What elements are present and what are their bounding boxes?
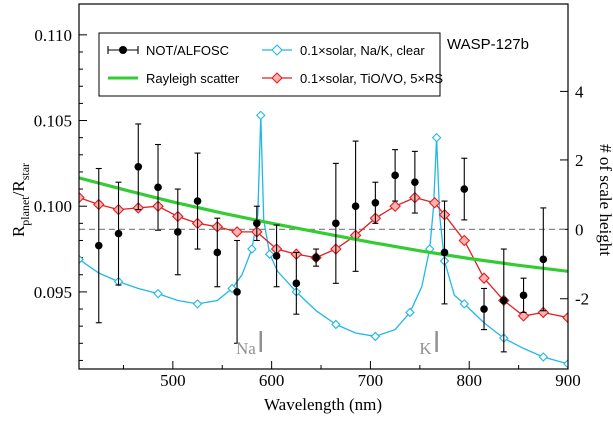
model-tio-point <box>458 234 471 247</box>
y-axis-title-sub1: planet <box>18 196 32 226</box>
data-point <box>460 185 469 193</box>
plot-area <box>79 110 568 369</box>
rayleigh-line <box>79 176 568 273</box>
data-point <box>94 241 103 250</box>
spectral-line-labels: Na K <box>236 331 438 358</box>
data-point <box>312 253 320 262</box>
model-tio-point <box>478 272 490 284</box>
legend-symbol-point <box>271 72 283 84</box>
spectral-line-label: K <box>419 339 432 358</box>
x-axis-title: Wavelength (nm) <box>264 395 382 414</box>
legend-item: Rayleigh scatter <box>108 71 240 86</box>
legend: NOT/ALFOSC Rayleigh scatter 0.1×solar, Na/… <box>98 32 443 97</box>
data-point <box>440 248 449 257</box>
y-axis-title-main: R <box>9 225 28 237</box>
x-tick-label: 500 <box>160 371 186 390</box>
model-nak-point <box>192 299 203 309</box>
data-point <box>253 219 261 228</box>
model-nak-line <box>79 115 568 365</box>
model-nak-point <box>563 359 568 369</box>
data-point <box>193 197 202 205</box>
data-point <box>213 248 222 257</box>
model-nak-point <box>459 299 470 309</box>
model-nak-point <box>538 352 549 362</box>
legend-item: 0.1×solar, TiO/VO, 5×RS <box>262 71 443 86</box>
x-tick-label: 900 <box>555 371 581 390</box>
model-nak-point <box>405 307 415 318</box>
model-tio-point <box>428 197 441 209</box>
legend-box <box>98 32 441 97</box>
model-tio-line <box>79 196 568 319</box>
model-tio-point <box>231 226 243 238</box>
data-point <box>539 255 548 264</box>
data-point <box>114 229 123 238</box>
model-nak-point <box>370 331 381 342</box>
model-tio-point <box>389 200 401 212</box>
data-point <box>332 219 340 228</box>
model-tio-point <box>537 306 550 319</box>
data-point <box>351 202 360 211</box>
axis-ticks: 500 600 700 800 900 0.095 0.100 0.105 0.110 -2 0 2 4 <box>34 26 589 390</box>
legend-label: NOT/ALFOSC <box>146 43 229 58</box>
data-point <box>480 305 488 313</box>
model-tio-point <box>79 191 85 204</box>
model-nak-point <box>153 288 163 299</box>
y2-tick-label: 0 <box>575 220 584 239</box>
data-point <box>391 171 399 180</box>
y-axis-title-sub2: star <box>18 163 32 180</box>
legend-item: 0.1×solar, Na/K, clear <box>262 43 425 58</box>
legend-symbol-point <box>119 46 127 54</box>
y-tick-label: 0.100 <box>34 197 72 216</box>
y2-tick-label: 4 <box>575 82 584 101</box>
model-tio-point <box>517 310 530 322</box>
svg-text:Rplanet/Rstar: Rplanet/Rstar <box>9 163 32 237</box>
legend-label: 0.1×solar, TiO/VO, 5×RS <box>300 71 443 86</box>
data-point <box>499 296 508 305</box>
y2-tick-label: 2 <box>575 151 584 170</box>
planet-annotation: WASP-127b <box>447 36 529 53</box>
data-point <box>292 279 301 288</box>
legend-label: 0.1×solar, Na/K, clear <box>300 43 425 58</box>
plot-frame <box>78 3 569 370</box>
model-tio-point <box>562 311 568 324</box>
x-tick-label: 600 <box>259 371 285 390</box>
y-tick-label: 0.095 <box>34 283 72 302</box>
y-tick-label: 0.110 <box>34 26 72 45</box>
data-point <box>411 178 419 187</box>
data-point <box>173 228 182 236</box>
data-point <box>371 198 380 207</box>
y-tick-label: 0.105 <box>34 112 72 131</box>
x-tick-label: 800 <box>456 371 482 390</box>
legend-label: Rayleigh scatter <box>146 71 240 86</box>
legend-item: NOT/ALFOSC <box>107 43 229 58</box>
y2-axis-title: # of scale height <box>596 144 613 256</box>
spectral-line-label: Na <box>236 339 256 358</box>
x-tick-label: 700 <box>358 371 384 390</box>
data-point <box>134 162 143 171</box>
model-nak-point <box>331 319 341 330</box>
data-point <box>519 291 528 300</box>
y-axis-title: Rplanet/Rstar <box>9 163 32 237</box>
data-point <box>154 183 162 192</box>
y2-tick-label: -2 <box>575 290 589 309</box>
y-axis-title-sep: /R <box>9 180 28 197</box>
model-nak-point <box>264 249 275 259</box>
model-nak-point <box>255 110 266 121</box>
model-nak-point <box>247 244 257 254</box>
data-point <box>233 288 241 296</box>
model-nak-point <box>79 254 84 265</box>
legend-symbol-point <box>271 44 283 56</box>
data-point <box>272 252 281 260</box>
model-nak-point <box>431 132 442 143</box>
